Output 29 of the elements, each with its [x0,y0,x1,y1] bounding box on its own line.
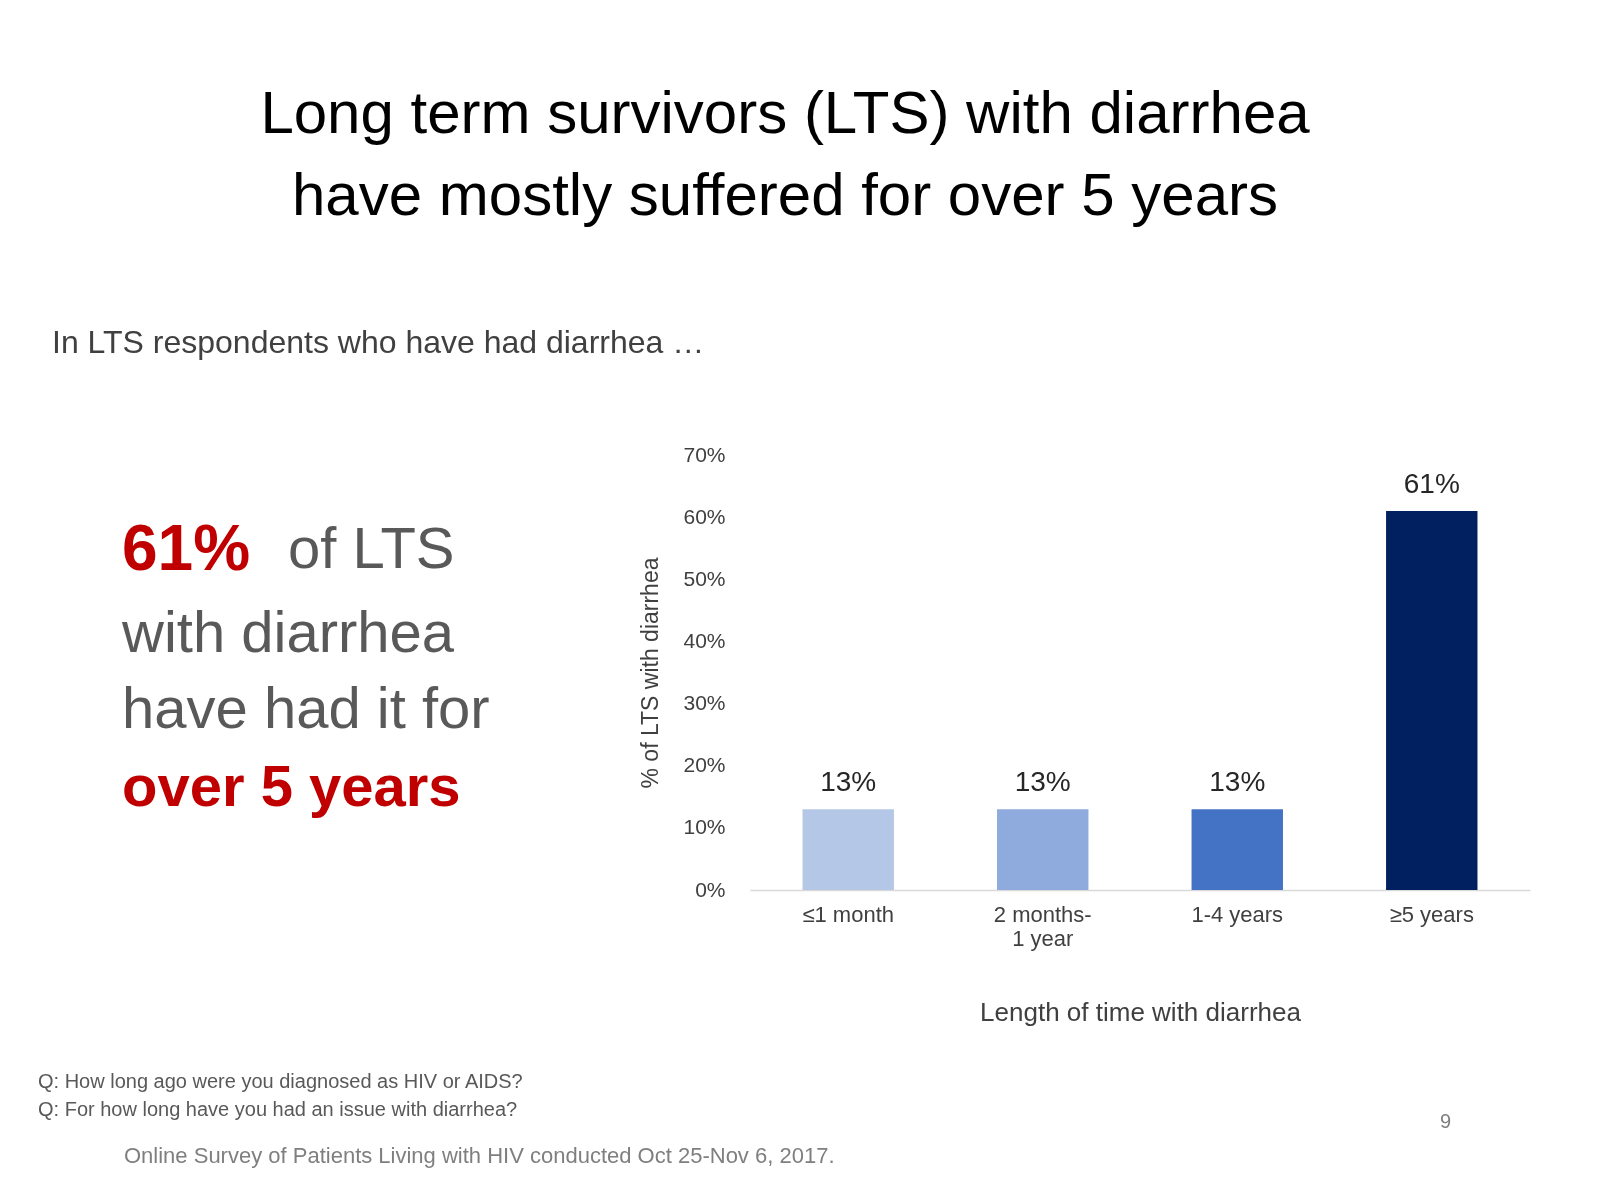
y-tick-label: 0% [695,877,726,901]
x-tick-label: ≥5 years [1389,901,1474,927]
y-tick-label: 50% [683,566,726,590]
x-tick-label: 1-4 years [1191,901,1284,927]
text: In LTS respondents who have had diarrhea … [52,324,705,360]
text: Q: For how long have you had an issue with diarrhea? [38,1098,518,1120]
text: 9 [1440,1110,1452,1132]
x-tick-label: ≤1 month [802,901,895,927]
data-label: 13% [820,766,877,798]
text: over 5 years [122,753,461,818]
x-tick-label: 2 months-1 year [993,901,1092,951]
text: Online Survey of Patients Living with HIV conducted Oct 25-Nov 6, 2017. [124,1143,835,1168]
y-tick-label: 60% [683,504,726,528]
x-axis-title: Length of time with diarrhea [980,996,1302,1027]
y-tick-label: 10% [683,815,726,839]
text: 61% [122,512,251,584]
chart-title: Long term survivors (LTS) with diarrhea have mostly suffered for over 5 years [260,79,1311,228]
text: have had it for [122,675,490,740]
y-tick-label: 20% [683,753,726,777]
text: of LTS [288,515,455,580]
data-label: 13% [1209,766,1266,798]
data-label: 61% [1403,467,1460,499]
data-label: 13% [1014,766,1071,798]
y-tick-label: 40% [683,628,726,652]
text: Q: How long ago were you diagnosed as HIV or AIDS? [38,1070,523,1092]
y-axis-title: % of LTS with diarrhea [637,557,664,789]
text: with diarrhea [121,599,455,664]
y-tick-label: 70% [683,442,726,466]
y-tick-label: 30% [683,691,726,715]
